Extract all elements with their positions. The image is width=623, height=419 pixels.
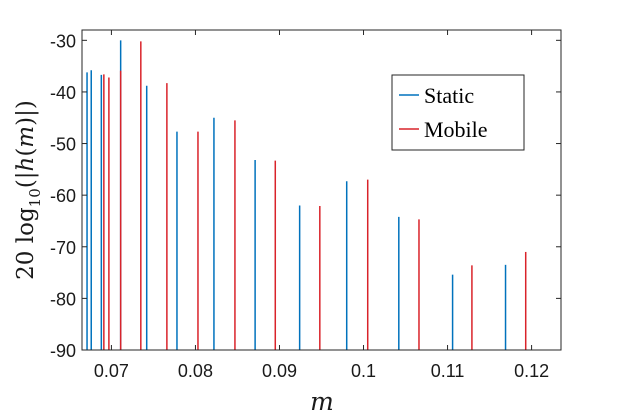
x-tick-label: 0.09 (262, 361, 297, 381)
legend-label-static: Static (424, 83, 474, 108)
legend: Static Mobile (391, 74, 525, 151)
x-axis-label: m (310, 387, 334, 416)
y-tick-label: -60 (50, 186, 76, 206)
y-tick-label: -40 (50, 83, 76, 103)
y-tick-label: -70 (50, 238, 76, 258)
y-axis-label: 20 log10(|h(m)|) (13, 100, 44, 280)
y-tick-label: -80 (50, 289, 76, 309)
axes-box (81, 29, 562, 351)
y-tick-label: -30 (50, 31, 76, 51)
legend-label-mobile: Mobile (424, 117, 488, 142)
axis-ticks: 0.07 0.08 0.09 0.1 0.11 0.12 -90 -80 -70 -60 -50 -4… (50, 30, 561, 381)
x-tick-label: 0.12 (514, 361, 549, 381)
x-tick-label: 0.08 (178, 361, 213, 381)
legend-box (391, 74, 525, 151)
data-stems (86, 40, 527, 350)
y-tick-label: -90 (50, 341, 76, 361)
x-tick-label: 0.1 (351, 361, 376, 381)
x-tick-label: 0.11 (431, 361, 465, 381)
y-tick-label: -50 (50, 135, 76, 155)
x-tick-label: 0.07 (94, 361, 129, 381)
